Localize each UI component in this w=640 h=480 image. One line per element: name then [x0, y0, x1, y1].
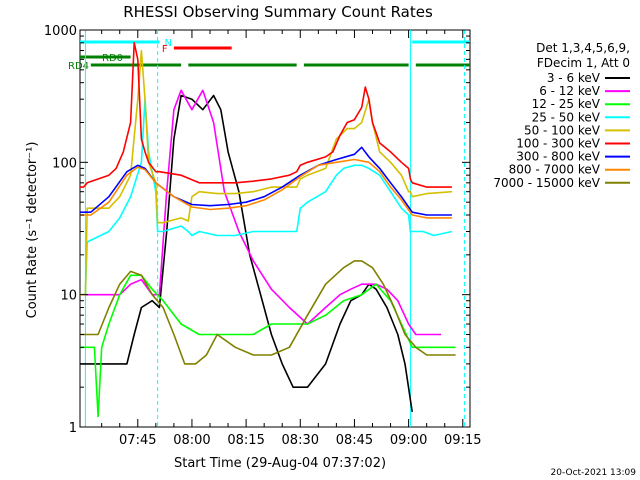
- x-tick-label: 08:45: [336, 433, 373, 448]
- x-tick-label: 08:30: [282, 433, 319, 448]
- x-tick-label: 09:15: [444, 433, 481, 448]
- series-line-300-800-kev: [80, 146, 452, 216]
- attenuator-lines: [84, 30, 466, 427]
- plot-frame: [79, 29, 471, 428]
- x-tick-label: 08:00: [173, 433, 210, 448]
- y-tick-label: 10: [60, 289, 77, 304]
- legend-label-50-100-kev: 50 - 100 keV: [524, 123, 601, 137]
- x-tick-label: 07:45: [119, 433, 156, 448]
- x-axis-label: Start Time (29-Aug-04 07:37:02): [174, 456, 386, 471]
- legend-label-7000-15000-kev: 7000 - 15000 keV: [493, 176, 600, 190]
- flag-label-rd4: RD4: [68, 61, 89, 72]
- legend: Det 1,3,4,5,6,9, FDecim 1, Att 0 3 - 6 k…: [493, 41, 630, 190]
- timestamp: 20-Oct-2021 13:09: [551, 468, 637, 478]
- series-line-3-6-kev: [80, 94, 413, 413]
- flag-bars: NF RD0 RD4: [68, 38, 470, 72]
- legend-header-line-1: Det 1,3,4,5,6,9,: [536, 41, 630, 55]
- legend-label-25-50-kev: 25 - 50 keV: [532, 110, 601, 124]
- series-line-7000-15000-kev: [80, 260, 456, 365]
- series-line-12-25-kev: [80, 274, 456, 418]
- flag-label-f: F: [162, 44, 168, 55]
- legend-header-line-2: FDecim 1, Att 0: [537, 56, 630, 70]
- chart-title: RHESSI Observing Summary Count Rates: [123, 3, 433, 21]
- series-line-100-300-kev: [80, 41, 452, 188]
- y-tick-label: 1: [69, 421, 77, 436]
- legend-label-12-25-kev: 12 - 25 keV: [532, 97, 601, 111]
- axis-ticks: 07:45 08:00 08:15 08:30 08:45 09:00 09:15 1 10 10…: [44, 24, 482, 448]
- y-tick-label: 1000: [44, 24, 77, 39]
- series-line-800-7000-kev: [80, 158, 452, 219]
- series-lines: [80, 41, 456, 418]
- x-tick-label: 08:15: [227, 433, 264, 448]
- y-tick-label: 100: [52, 156, 77, 171]
- x-tick-label: 09:00: [390, 433, 427, 448]
- series-line-6-12-kev: [80, 89, 442, 336]
- flag-label-rd0: RD0: [102, 53, 123, 64]
- series-line-50-100-kev: [80, 49, 452, 296]
- legend-label-800-7000-kev: 800 - 7000 keV: [509, 163, 601, 177]
- plot-area: [79, 29, 471, 428]
- flag-label-n: N: [164, 38, 171, 49]
- legend-label-6-12-kev: 6 - 12 keV: [539, 84, 601, 98]
- legend-label-100-300-kev: 100 - 300 keV: [516, 137, 600, 151]
- y-axis-label: Count Rate (s⁻¹ detector⁻¹): [25, 142, 40, 319]
- legend-label-300-800-kev: 300 - 800 keV: [516, 150, 600, 164]
- legend-label-3-6-kev: 3 - 6 keV: [547, 71, 601, 85]
